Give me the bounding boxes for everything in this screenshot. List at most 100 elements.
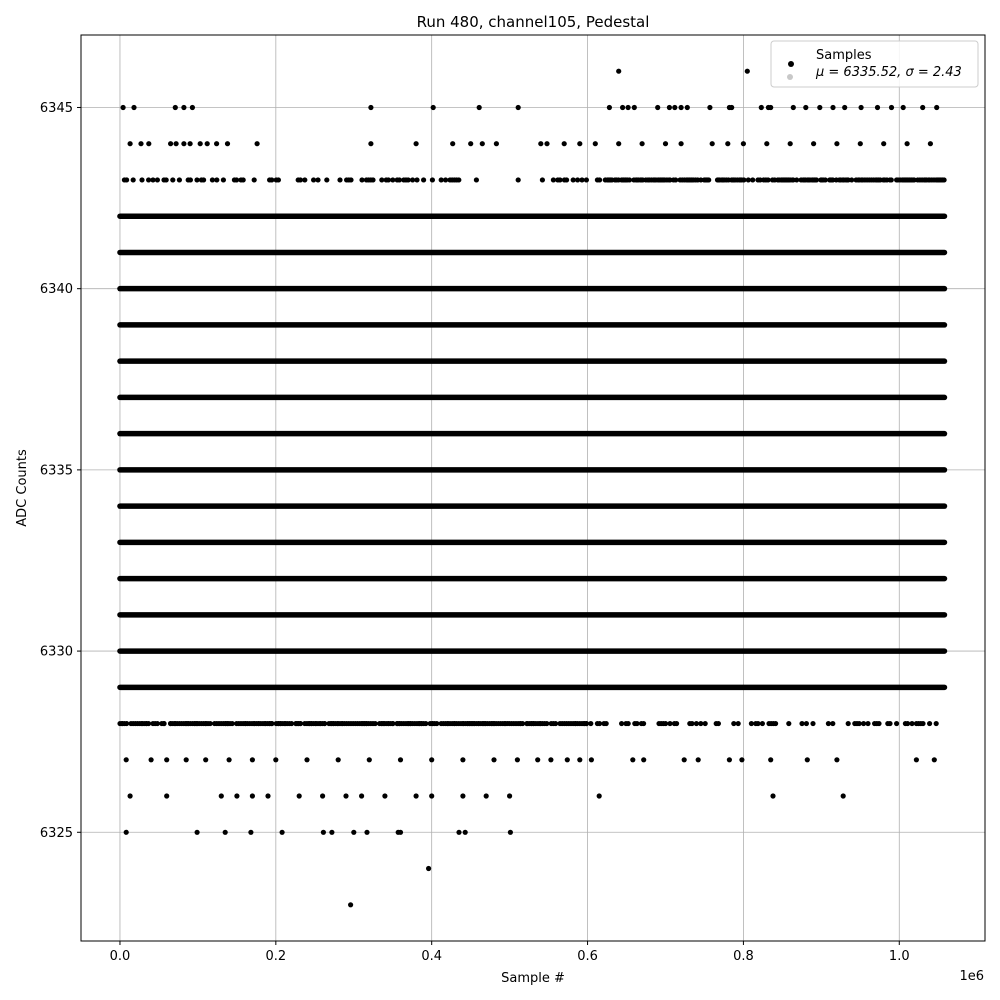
data-point <box>787 141 793 147</box>
data-point <box>564 757 570 763</box>
data-point <box>577 757 583 763</box>
data-point <box>856 720 862 727</box>
data-point <box>596 793 602 799</box>
data-point <box>507 793 513 799</box>
data-point <box>146 177 152 183</box>
y-tick-label: 6325 <box>40 826 73 841</box>
data-point <box>218 793 224 799</box>
data-point <box>366 757 372 763</box>
data-point <box>884 177 890 183</box>
x-tick-label: 0.4 <box>421 949 442 964</box>
data-point <box>127 793 133 799</box>
data-point <box>544 720 550 727</box>
data-point <box>249 757 255 763</box>
x-tick-label: 0.8 <box>733 949 754 964</box>
data-point <box>173 141 179 147</box>
data-point <box>829 177 835 183</box>
data-point <box>214 177 220 183</box>
data-point <box>641 720 647 727</box>
data-point <box>830 104 836 111</box>
data-point <box>421 177 427 183</box>
data-point <box>842 104 848 111</box>
data-point <box>315 177 321 183</box>
data-point <box>900 104 906 111</box>
data-point <box>515 177 521 183</box>
data-point <box>568 720 574 727</box>
data-point <box>382 793 388 799</box>
data-point <box>385 177 391 183</box>
data-point <box>803 720 810 727</box>
data-point <box>426 865 432 872</box>
data-point <box>397 829 404 835</box>
data-point <box>348 720 354 727</box>
legend-marker-stats <box>787 74 793 80</box>
y-tick-label: 6330 <box>40 645 73 660</box>
data-point <box>910 177 916 183</box>
data-point <box>865 720 871 727</box>
data-point <box>681 757 687 763</box>
data-point <box>413 141 419 147</box>
data-point <box>124 720 130 727</box>
data-point <box>203 757 209 763</box>
data-point <box>735 720 741 727</box>
data-point <box>557 177 563 183</box>
data-point <box>877 177 883 183</box>
data-point <box>615 177 622 183</box>
data-point <box>770 793 776 799</box>
data-point <box>662 141 669 147</box>
data-point <box>343 793 349 799</box>
data-point <box>460 793 466 799</box>
data-point <box>857 141 863 147</box>
data-point <box>364 829 370 835</box>
data-point <box>588 757 595 763</box>
data-point <box>631 104 637 111</box>
data-point <box>603 720 609 727</box>
data-point <box>491 757 497 763</box>
data-point <box>429 177 435 183</box>
data-point <box>209 177 215 183</box>
y-axis-label: ADC Counts <box>15 449 30 527</box>
data-point <box>535 757 541 763</box>
data-point <box>861 720 867 727</box>
data-point <box>297 177 303 183</box>
data-point <box>214 141 220 147</box>
data-point <box>443 177 449 183</box>
data-point <box>170 177 176 183</box>
data-point <box>322 720 328 727</box>
data-point <box>220 177 226 183</box>
data-point <box>168 141 174 147</box>
data-point <box>849 177 855 183</box>
data-point <box>616 68 622 74</box>
data-point <box>123 757 129 763</box>
data-point <box>335 757 341 763</box>
data-point <box>479 141 485 147</box>
data-point <box>456 177 462 183</box>
data-point <box>146 720 152 727</box>
data-point <box>840 177 846 183</box>
data-point <box>619 720 625 727</box>
data-point <box>804 757 810 763</box>
data-point <box>514 757 521 763</box>
x-tick-label: 0.0 <box>110 949 131 964</box>
data-point <box>927 720 933 727</box>
data-point <box>224 141 231 147</box>
data-point <box>909 720 915 727</box>
data-point <box>207 720 213 727</box>
data-point <box>304 757 310 763</box>
data-point <box>920 104 926 111</box>
data-point <box>941 177 947 183</box>
data-point <box>845 720 851 727</box>
data-point <box>138 141 144 147</box>
data-point <box>844 177 850 183</box>
data-point <box>183 757 189 763</box>
data-point <box>204 141 210 147</box>
data-point <box>414 177 420 183</box>
plot-frame <box>80 34 986 942</box>
data-point <box>626 177 633 183</box>
data-point <box>468 141 474 147</box>
data-point <box>194 829 200 835</box>
data-point <box>320 793 326 799</box>
data-point <box>725 177 732 183</box>
data-point <box>744 68 750 74</box>
data-point <box>438 177 444 183</box>
